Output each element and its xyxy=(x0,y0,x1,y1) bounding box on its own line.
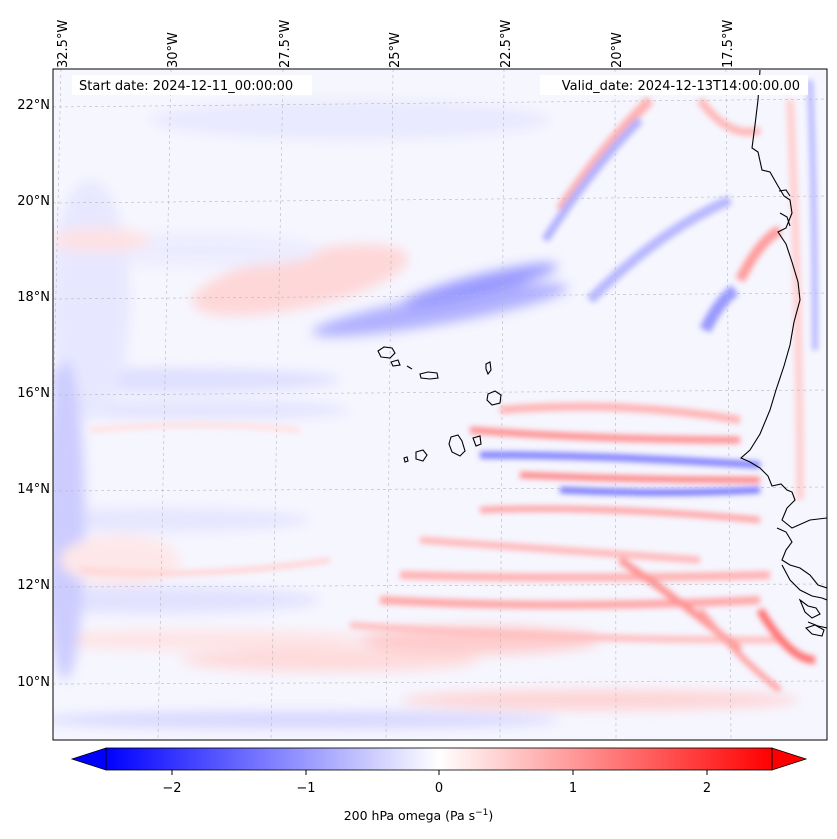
lat-label-22n: 22°N xyxy=(17,98,50,113)
colorbar-tick-1: 1 xyxy=(568,781,578,796)
colorbar-min-arrow xyxy=(70,747,107,771)
gridlines xyxy=(53,69,827,740)
lat-label-18n: 18°N xyxy=(17,290,50,305)
start-date-label: Start date: 2024-12-11_00:00:00 xyxy=(79,79,293,94)
colorbar-tick-neg1: −1 xyxy=(296,781,316,796)
colorbar-max-arrow xyxy=(771,747,808,771)
cape-verde-islands xyxy=(377,346,502,463)
lat-label-14n: 14°N xyxy=(17,482,50,497)
start-date-box xyxy=(72,75,312,95)
lat-label-16n: 16°N xyxy=(17,386,50,401)
map-frame xyxy=(52,68,828,741)
colorbar-tick-neg2: −2 xyxy=(162,781,182,796)
colorbar-tick-0: 0 xyxy=(434,781,444,796)
valid-date-label: Valid_date: 2024-12-13T14:00:00.00 xyxy=(562,79,800,94)
colorbar-title: 200 hPa omega (Pa s−1) xyxy=(343,808,494,824)
colorbar-gradient xyxy=(106,748,772,770)
valid-date-box xyxy=(540,75,808,95)
lat-label-10n: 10°N xyxy=(17,675,50,690)
lat-label-12n: 12°N xyxy=(17,578,50,593)
colorbar xyxy=(70,747,808,775)
omega-field xyxy=(53,69,827,740)
lat-label-20n: 20°N xyxy=(17,194,50,209)
colorbar-tick-2: 2 xyxy=(702,781,712,796)
africa-coastline xyxy=(739,69,827,637)
